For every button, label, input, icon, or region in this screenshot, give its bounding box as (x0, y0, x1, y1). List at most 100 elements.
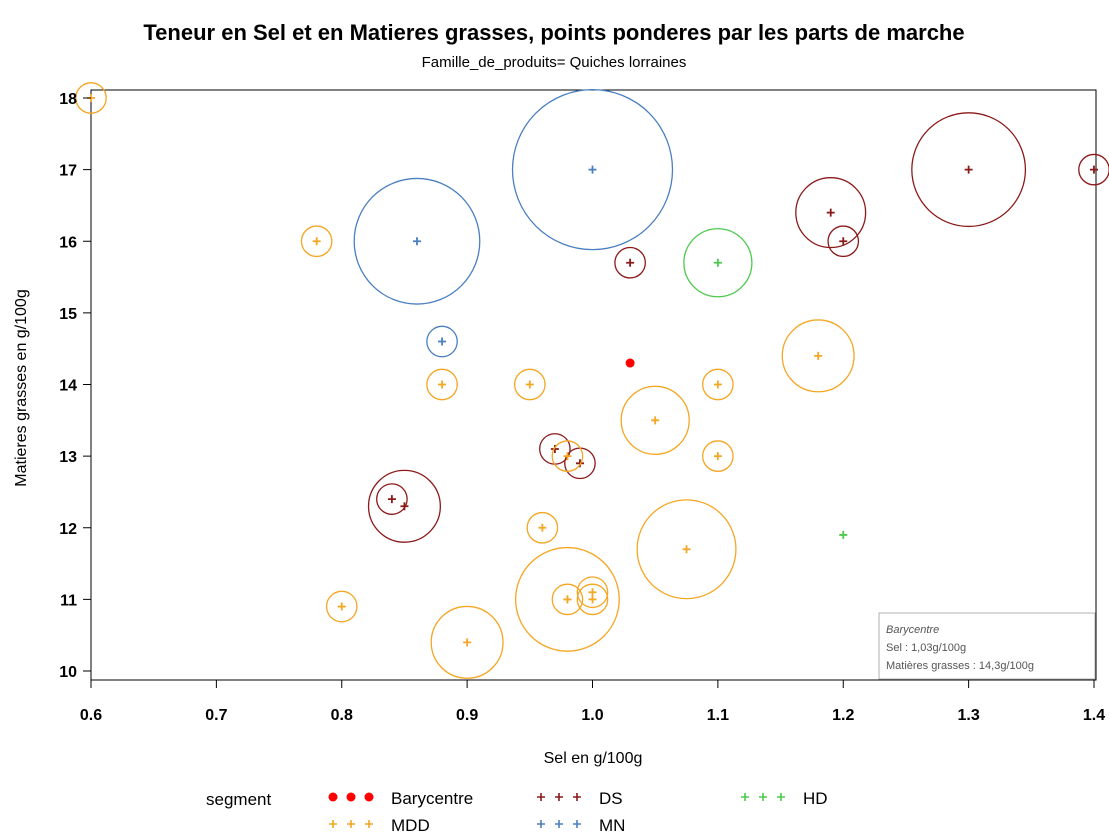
legend-symbol (555, 820, 563, 828)
legend-label: HD (803, 789, 828, 808)
y-tick-label: 12 (59, 521, 77, 538)
annotation-title: Barycentre (886, 624, 939, 636)
point-mdd (651, 416, 660, 425)
point-ds (964, 165, 973, 174)
x-axis: 0.6 0.7 0.8 0.9 1.0 1.1 1.2 1.3 1.4 (80, 680, 1105, 724)
bubble-ds (376, 483, 408, 515)
point-mdd (588, 588, 597, 597)
y-tick-label: 14 (59, 378, 77, 395)
point-mn (412, 237, 421, 246)
legend-label: MDD (391, 816, 430, 834)
x-axis-label: Sel en g/100g (544, 750, 643, 767)
legend: segment Barycentre DS HD MDD MN (206, 789, 828, 834)
bubble-ds (827, 225, 860, 258)
point-barycentre (625, 358, 635, 368)
bubble-mdd (620, 385, 690, 455)
bubble-mn (426, 325, 458, 358)
point-ds (826, 208, 835, 217)
point-mdd (814, 351, 823, 360)
bubble-mn (353, 177, 481, 305)
y-axis: 10 11 12 13 14 15 16 17 18 (59, 91, 91, 681)
x-tick-label: 0.9 (456, 707, 478, 724)
point-mdd (682, 545, 691, 554)
legend-symbol (741, 793, 749, 801)
point-ds (839, 237, 848, 246)
point-mdd (588, 595, 597, 604)
x-tick-label: 0.7 (205, 707, 227, 724)
legend-symbol (347, 820, 355, 828)
point-ds (626, 258, 635, 267)
x-tick-label: 1.3 (958, 707, 980, 724)
bubble-mdd (300, 225, 333, 258)
annotation-box: Barycentre Sel : 1,03g/100g Matières gra… (878, 612, 1096, 680)
point-mdd (337, 602, 346, 611)
point-mdd (538, 523, 547, 532)
y-tick-label: 11 (60, 592, 77, 609)
y-tick-label: 13 (59, 449, 77, 466)
legend-symbol (537, 793, 545, 801)
bubble-mdd (576, 583, 609, 616)
chart-title: Teneur en Sel et en Matieres grasses, po… (143, 20, 964, 45)
x-tick-label: 0.8 (331, 707, 353, 724)
bubble-ds (614, 246, 646, 279)
point-ds (387, 495, 396, 504)
y-tick-label: 17 (59, 163, 77, 180)
point-mdd (463, 638, 472, 647)
point-hd (713, 258, 722, 267)
bubble-mdd (781, 319, 855, 393)
bubble-mdd (513, 368, 546, 401)
legend-symbol (364, 792, 374, 802)
legend-symbol (329, 820, 337, 828)
legend-symbol (537, 820, 545, 828)
annotation-frame (878, 612, 1096, 680)
bubble-mdd (75, 82, 107, 114)
point-mdd (563, 595, 572, 604)
bubble-mdd (576, 576, 609, 609)
bubble-ds (911, 112, 1027, 228)
legend-symbol (777, 793, 785, 801)
legend-symbol (346, 792, 356, 802)
legend-symbol (555, 793, 563, 801)
bubble-hd (683, 228, 753, 298)
bubble-ds (795, 177, 867, 249)
x-tick-label: 0.6 (80, 707, 102, 724)
point-ds (1090, 165, 1098, 174)
y-tick-label: 16 (59, 234, 77, 251)
bubble-ds (1078, 153, 1109, 186)
bubble-mdd (430, 605, 504, 679)
y-tick-label: 18 (59, 91, 77, 108)
x-tick-label: 1.2 (832, 707, 854, 724)
legend-symbol (328, 792, 338, 802)
legend-label: Barycentre (391, 789, 473, 808)
legend-symbol (573, 793, 581, 801)
point-mdd (713, 452, 722, 461)
data-marks (75, 82, 1109, 679)
point-mn (588, 165, 597, 174)
y-tick-label: 10 (59, 664, 77, 681)
y-tick-label: 15 (59, 306, 77, 323)
bubble-mdd (551, 583, 584, 616)
y-axis-label: Matieres grasses en g/100g (13, 289, 30, 486)
bubble-mdd (702, 368, 734, 401)
chart-subtitle: Famille_de_produits= Quiches lorraines (422, 54, 687, 71)
legend-label: MN (599, 816, 625, 834)
point-hd (839, 530, 848, 539)
legend-title: segment (206, 790, 271, 809)
x-tick-label: 1.1 (707, 707, 729, 724)
point-mdd (563, 452, 572, 461)
point-ds (550, 444, 559, 453)
legend-symbol (573, 820, 581, 828)
legend-symbol (759, 793, 767, 801)
bubble-mdd (325, 590, 358, 623)
x-tick-label: 1.4 (1083, 707, 1105, 724)
bubble-mdd (636, 499, 737, 600)
point-ds (575, 459, 584, 468)
bubble-mdd (526, 511, 559, 544)
point-mdd (312, 237, 321, 246)
x-tick-label: 1.0 (581, 707, 603, 724)
annotation-line-mg: Matières grasses : 14,3g/100g (886, 660, 1034, 672)
bubble-mdd (702, 440, 734, 472)
point-mn (438, 337, 447, 346)
point-mdd (713, 380, 722, 389)
bubble-mdd (551, 440, 584, 472)
